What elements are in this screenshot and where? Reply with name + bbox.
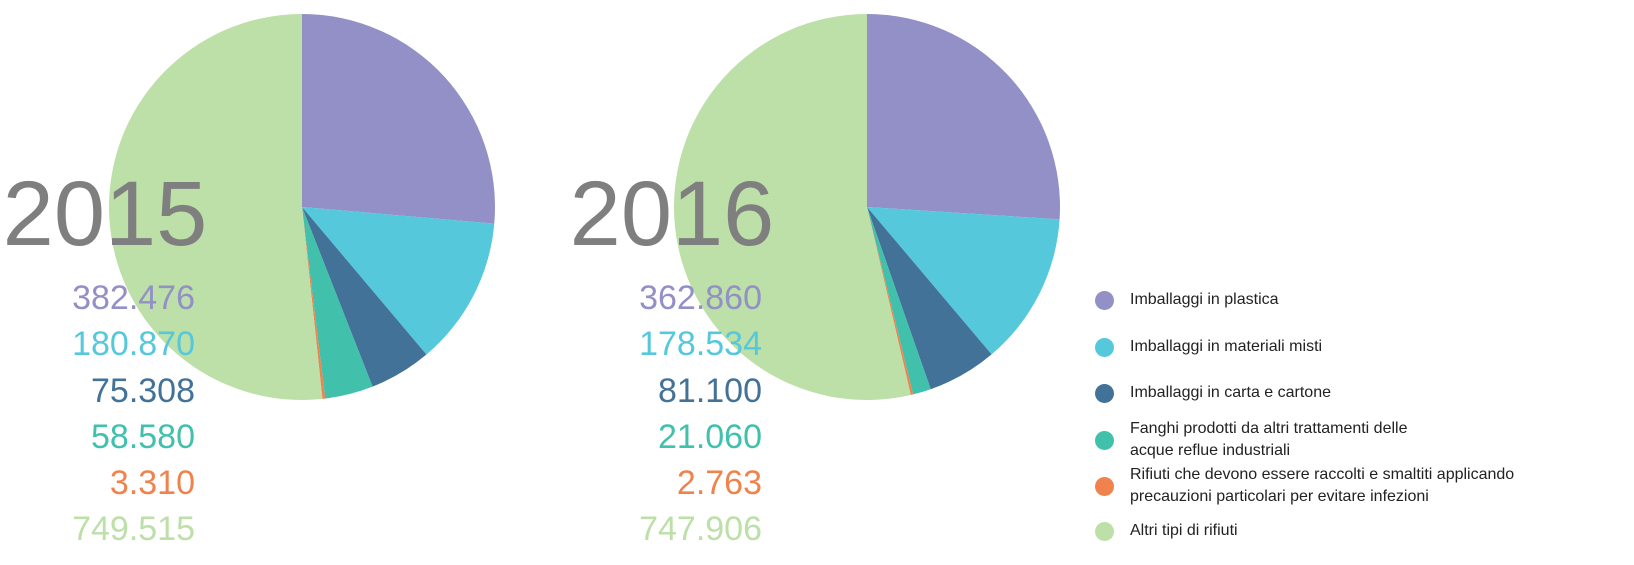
- pie-slice: [109, 14, 323, 400]
- value-label: 58.580: [91, 418, 195, 456]
- value-label: 81.100: [658, 372, 762, 410]
- pies: 2015 382.476 180.870 75.308 58.580 3.310 749.5…: [3, 14, 1060, 548]
- pie-title: 2015: [3, 163, 208, 265]
- legend-swatch: [1095, 430, 1114, 450]
- pie-title: 2016: [570, 163, 775, 265]
- value-label: 21.060: [658, 418, 762, 456]
- value-label: 2.763: [677, 464, 762, 502]
- legend-label: Rifiuti che devono essere raccolti e sma…: [1130, 466, 1515, 505]
- legend-label: Imballaggi in plastica: [1130, 291, 1279, 308]
- pie-slice: [867, 207, 992, 390]
- pie-slice: [302, 14, 495, 224]
- legend-label: Imballaggi in materiali misti: [1130, 338, 1323, 355]
- value-label: 747.906: [639, 510, 762, 548]
- value-label: 75.308: [91, 372, 195, 410]
- legend-item: Rifiuti che devono essere raccolti e sma…: [1095, 464, 1615, 508]
- legend-label: Fanghi prodotti da altri trattamenti del…: [1130, 420, 1408, 459]
- pie-slice: [867, 207, 1060, 355]
- legend-item: Imballaggi in materiali misti: [1095, 336, 1615, 358]
- legend-item: Fanghi prodotti da altri trattamenti del…: [1095, 418, 1615, 462]
- legend-item: Imballaggi in plastica: [1095, 289, 1615, 311]
- value-label: 362.860: [639, 279, 762, 317]
- legend-swatch: [1095, 476, 1114, 496]
- legend-swatch: [1095, 290, 1114, 310]
- legend-item: Imballaggi in carta e cartone: [1095, 382, 1615, 404]
- pie-slice: [673, 14, 911, 400]
- legend-item: Altri tipi di rifiuti: [1095, 520, 1615, 542]
- pie-slice: [867, 14, 1060, 220]
- value-label: 749.515: [72, 510, 195, 548]
- pie-slice: [302, 207, 495, 355]
- legend-label: Altri tipi di rifiuti: [1130, 522, 1238, 539]
- pie-slice: [302, 207, 427, 387]
- legend-swatch: [1095, 521, 1114, 541]
- pie-slice: [867, 207, 914, 395]
- value-label: 382.476: [72, 279, 195, 317]
- legend-label: Imballaggi in carta e cartone: [1130, 384, 1331, 401]
- value-label: 178.534: [639, 325, 762, 363]
- value-label: 180.870: [72, 325, 195, 363]
- value-label: 3.310: [110, 464, 195, 502]
- pie-slice: [302, 207, 373, 399]
- pie-slice: [302, 207, 326, 399]
- legend-swatch: [1095, 337, 1114, 357]
- legend-swatch: [1095, 383, 1114, 403]
- pie-slice: [867, 207, 931, 395]
